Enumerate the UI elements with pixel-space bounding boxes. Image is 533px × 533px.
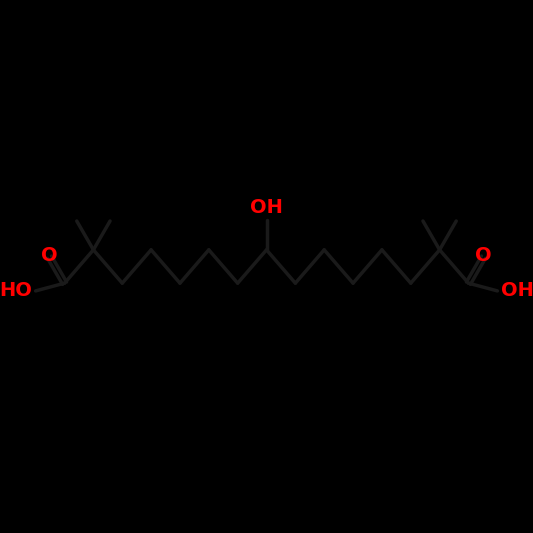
Text: HO: HO [0,281,33,301]
Text: OH: OH [250,198,283,216]
Text: O: O [41,246,58,265]
Text: O: O [475,246,492,265]
Text: OH: OH [500,281,533,301]
